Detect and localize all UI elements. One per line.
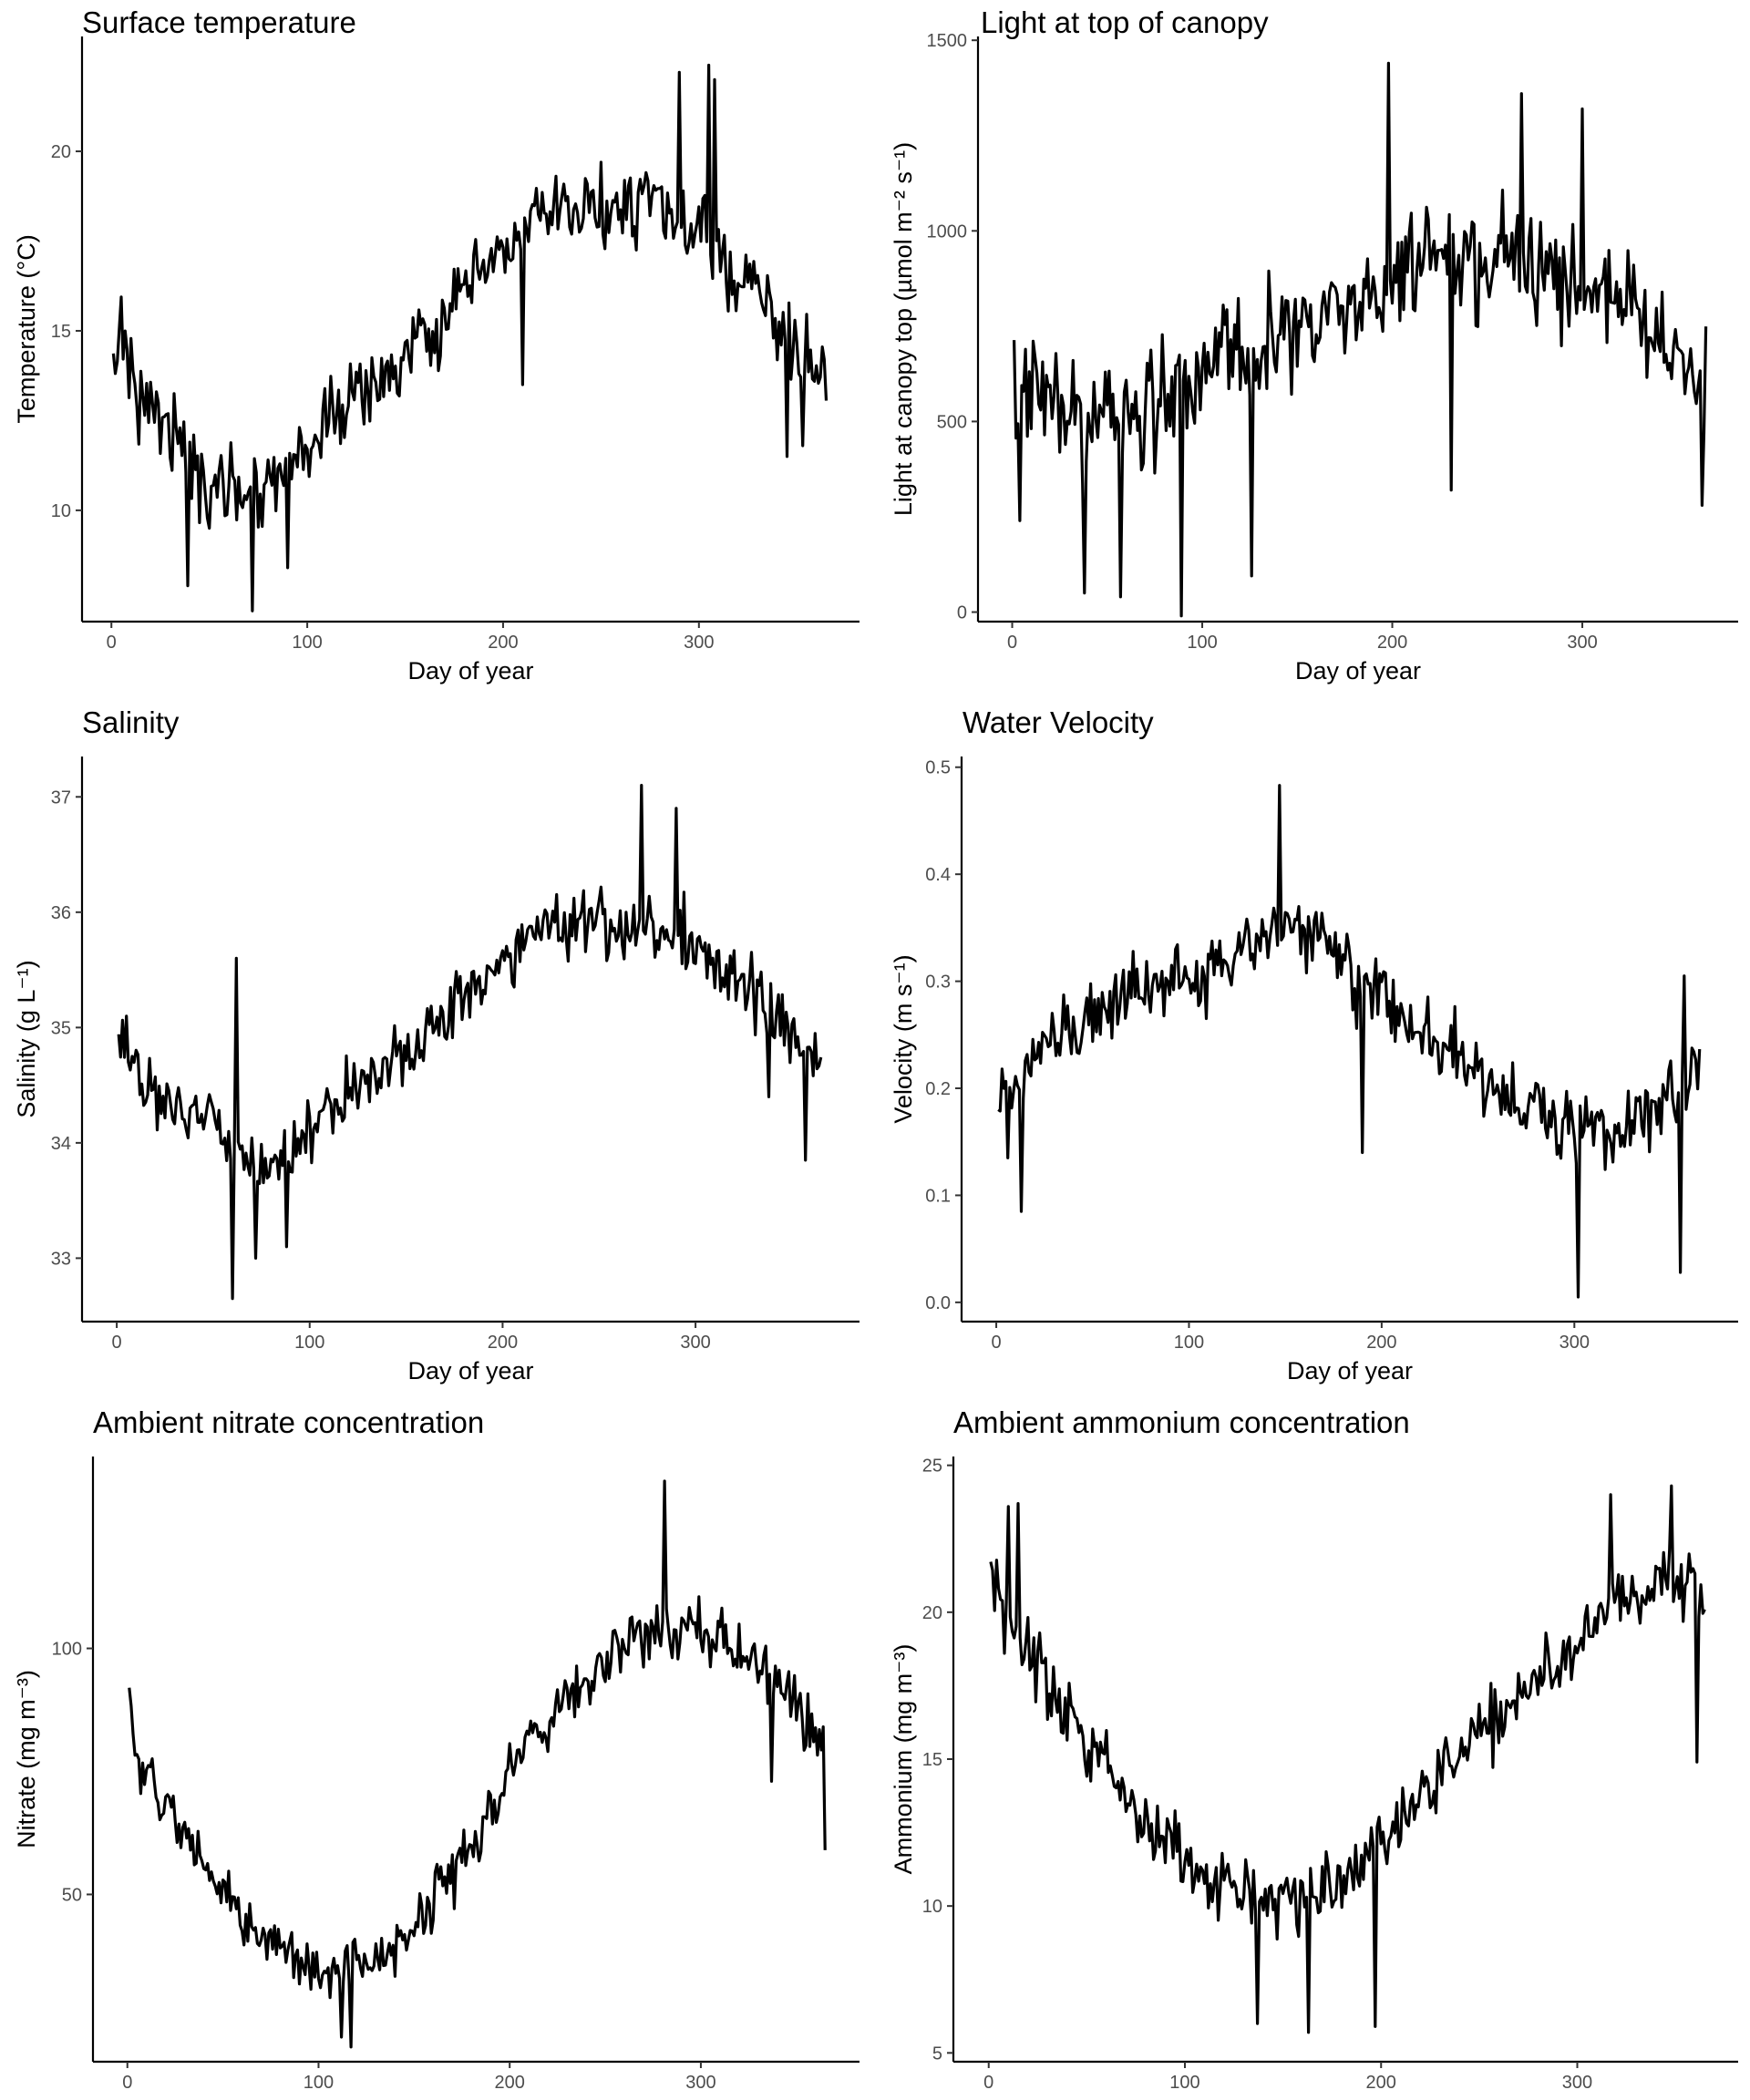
- y-tick-label: 34: [51, 1134, 71, 1154]
- x-tick-label: 300: [685, 2073, 715, 2093]
- x-tick-label: 100: [304, 2073, 334, 2093]
- y-tick-label: 20: [51, 142, 71, 162]
- y-axis-label: Nitrate (mg m⁻³): [13, 1670, 40, 1848]
- x-tick-label: 300: [1562, 2073, 1592, 2093]
- chart-title: Salinity: [82, 705, 180, 739]
- y-axis-label: Velocity (m s⁻¹): [890, 954, 917, 1123]
- y-tick-label: 10: [922, 1897, 942, 1917]
- y-axis-label: Temperature (°C): [13, 234, 40, 423]
- y-axis-label: Ammonium (mg m⁻³): [890, 1644, 917, 1875]
- y-tick-label: 50: [62, 1885, 82, 1905]
- x-tick-label: 100: [294, 1333, 324, 1353]
- chart-title: Water Velocity: [962, 705, 1154, 739]
- y-tick-label: 0: [957, 603, 967, 623]
- y-axis-label: Salinity (g L⁻¹): [13, 960, 40, 1117]
- chart-title: Light at top of canopy: [981, 5, 1269, 39]
- x-tick-label: 300: [1567, 633, 1597, 653]
- series-line: [1013, 61, 1708, 618]
- y-tick-label: 0.1: [925, 1186, 951, 1206]
- y-tick-label: 1500: [927, 31, 968, 51]
- x-tick-label: 200: [1377, 633, 1407, 653]
- y-tick-label: 500: [937, 412, 967, 432]
- chart-title: Surface temperature: [82, 5, 356, 39]
- x-tick-label: 200: [488, 633, 518, 653]
- y-tick-label: 0.5: [925, 758, 951, 778]
- series-line: [117, 783, 823, 1301]
- y-tick-label: 0.4: [925, 865, 951, 885]
- x-tick-label: 100: [1174, 1333, 1204, 1353]
- series-line: [989, 1484, 1706, 2034]
- x-tick-label: 200: [488, 1333, 518, 1353]
- y-tick-label: 15: [51, 322, 71, 342]
- y-tick-label: 10: [51, 501, 71, 521]
- series-line: [997, 784, 1702, 1299]
- x-tick-label: 300: [1560, 1333, 1590, 1353]
- chart-panel-6: Ambient ammonium concentration 0 100 200 300…: [890, 1405, 1738, 2100]
- x-axis-label: Day of year: [407, 1357, 533, 1385]
- y-tick-label: 0.3: [925, 973, 951, 993]
- y-tick-label: 0.2: [925, 1079, 951, 1099]
- series-line: [128, 1479, 827, 2049]
- x-tick-label: 100: [1187, 633, 1217, 653]
- x-axis-label: Day of year: [413, 2097, 539, 2100]
- y-tick-label: 36: [51, 903, 71, 923]
- x-tick-label: 0: [107, 633, 117, 653]
- y-tick-label: 20: [922, 1603, 942, 1623]
- y-tick-label: 15: [922, 1750, 942, 1770]
- x-tick-label: 0: [122, 2073, 132, 2093]
- x-tick-label: 100: [292, 633, 322, 653]
- x-tick-label: 300: [680, 1333, 710, 1353]
- chart-panel-1: Surface temperature 0 100 200 300 10 15 20 Day o…: [13, 5, 860, 685]
- x-axis-label: Day of year: [1295, 657, 1421, 685]
- chart-title: Ambient ammonium concentration: [953, 1405, 1410, 1439]
- chart-panel-5: Ambient nitrate concentration 0 100 200 300 5…: [13, 1405, 860, 2100]
- chart-panel-3: Salinity 0 100 200 300 33 34 35 36 37 Day of year S…: [13, 705, 860, 1385]
- x-tick-label: 300: [684, 633, 714, 653]
- y-tick-label: 5: [932, 2043, 942, 2064]
- chart-title: Ambient nitrate concentration: [93, 1405, 484, 1439]
- series-line: [111, 63, 829, 612]
- y-tick-label: 25: [922, 1457, 942, 1477]
- y-tick-label: 37: [51, 788, 71, 808]
- y-tick-label: 100: [52, 1640, 82, 1660]
- x-tick-label: 200: [1366, 1333, 1396, 1353]
- y-tick-label: 35: [51, 1018, 71, 1038]
- y-axis-label: Light at canopy top (µmol m⁻² s⁻¹): [890, 142, 917, 516]
- chart-panel-2: Light at top of canopy 0 100 200 300 0 500 1000…: [890, 5, 1738, 685]
- x-tick-label: 0: [991, 1333, 1001, 1353]
- x-tick-label: 0: [983, 2073, 993, 2093]
- x-tick-label: 0: [1007, 633, 1017, 653]
- x-axis-label: Day of year: [407, 657, 533, 685]
- chart-panel-4: Water Velocity 0 100 200 300 0.0 0.1 0.2 0.3 0.4 0…: [890, 705, 1738, 1385]
- x-tick-label: 100: [1169, 2073, 1199, 2093]
- y-tick-label: 0.0: [925, 1293, 951, 1313]
- x-tick-label: 0: [112, 1333, 122, 1353]
- y-tick-label: 33: [51, 1249, 71, 1269]
- x-axis-label: Day of year: [1282, 2097, 1408, 2100]
- y-tick-label: 1000: [927, 221, 968, 242]
- x-tick-label: 200: [495, 2073, 525, 2093]
- x-axis-label: Day of year: [1287, 1357, 1413, 1385]
- x-tick-label: 200: [1366, 2073, 1396, 2093]
